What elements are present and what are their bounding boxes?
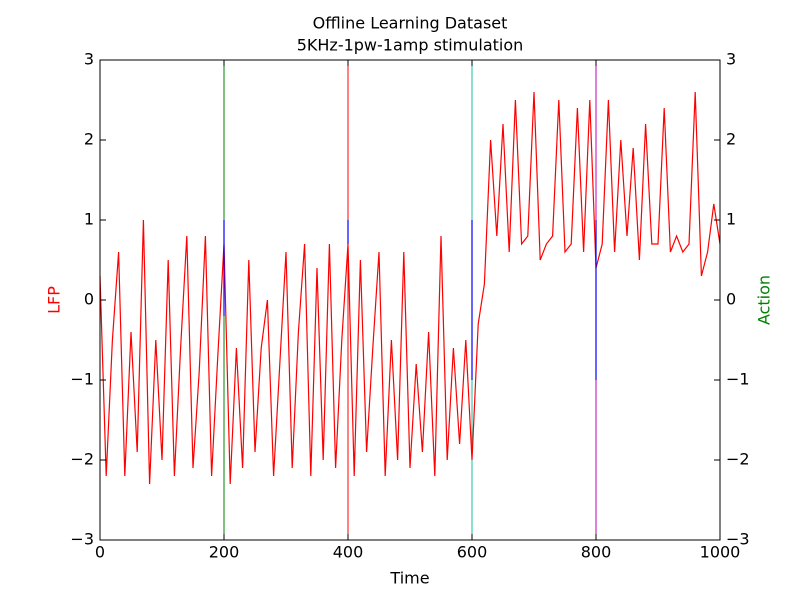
y-tick-label: 3 bbox=[84, 50, 94, 69]
y-tick-label: −2 bbox=[70, 450, 94, 469]
x-tick-label: 1000 bbox=[700, 543, 741, 562]
y-tick-label: −3 bbox=[70, 530, 94, 549]
y2-tick-label: −2 bbox=[726, 450, 750, 469]
y-tick-label: −1 bbox=[70, 370, 94, 389]
chart-subtitle: 5KHz-1pw-1amp stimulation bbox=[297, 36, 524, 55]
x-tick-label: 400 bbox=[333, 543, 364, 562]
y2-tick-label: −3 bbox=[726, 530, 750, 549]
lfp-line bbox=[99, 91, 721, 485]
x-tick-label: 0 bbox=[95, 543, 105, 562]
y-tick-label: 0 bbox=[84, 290, 94, 309]
y-axis-label: LFP bbox=[45, 286, 64, 314]
y2-tick-label: 2 bbox=[726, 130, 736, 149]
x-tick-label: 800 bbox=[581, 543, 612, 562]
y2-tick-label: 0 bbox=[726, 290, 736, 309]
y-tick-label: 2 bbox=[84, 130, 94, 149]
y-tick-label: 1 bbox=[84, 210, 94, 229]
chart-title: Offline Learning Dataset bbox=[313, 14, 508, 33]
x-tick-label: 600 bbox=[457, 543, 488, 562]
y2-tick-label: −1 bbox=[726, 370, 750, 389]
y2-tick-label: 1 bbox=[726, 210, 736, 229]
x-tick-label: 200 bbox=[209, 543, 240, 562]
x-axis-label: Time bbox=[389, 569, 429, 588]
y2-tick-label: 3 bbox=[726, 50, 736, 69]
y2-axis-label: Action bbox=[755, 275, 774, 325]
